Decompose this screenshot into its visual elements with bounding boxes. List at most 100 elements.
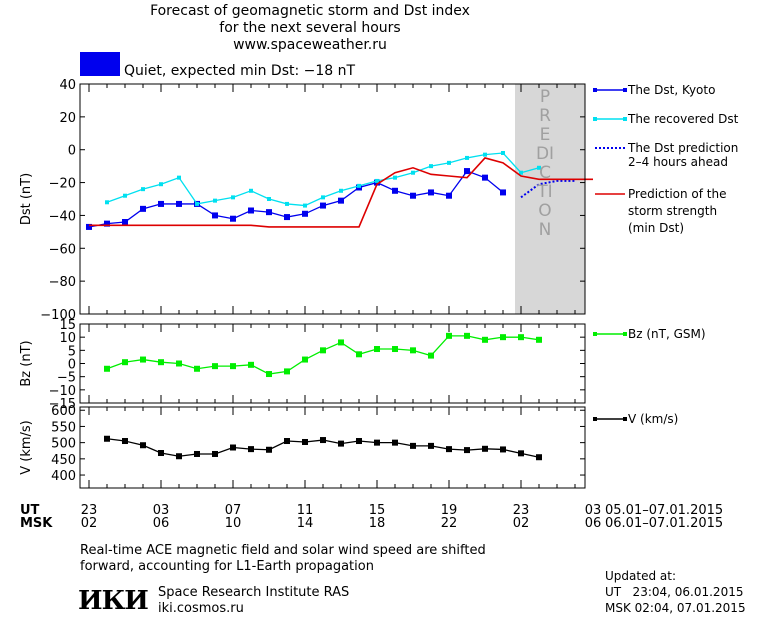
msk-tick-label: 18: [368, 516, 386, 531]
dst-series-0-point: [140, 205, 146, 212]
bz-series-0-point: [482, 336, 488, 343]
bz-series-0-point: [320, 347, 326, 354]
msk-tick-label: 06: [152, 516, 170, 531]
ut-tick-label: 03: [152, 503, 170, 518]
iki-logo: ИКИ: [78, 586, 149, 616]
dst-series-1-point: [177, 175, 181, 180]
bz-series-0-point: [464, 332, 470, 339]
site-url[interactable]: www.spaceweather.ru: [233, 37, 387, 53]
v-series-0-point: [248, 446, 254, 453]
dst-series-0-point: [464, 168, 470, 175]
dst-series-1-point: [465, 155, 469, 160]
chart-title: Forecast of geomagnetic storm and Dst in…: [150, 3, 470, 19]
bz-series-0-point: [140, 356, 146, 363]
legend-v-mark: [623, 417, 627, 421]
ut-tick-label: 23: [80, 503, 98, 518]
v-series-0-point: [176, 453, 182, 460]
dst-series-1-point: [339, 188, 343, 193]
dst-series-1-point: [141, 187, 145, 192]
bz-series-0-point: [302, 356, 308, 363]
dst-series-0-point: [392, 187, 398, 194]
v-ytick-label: 400: [51, 469, 76, 484]
institute-site[interactable]: iki.cosmos.ru: [158, 601, 244, 616]
footer-note-2: forward, accounting for L1-Earth propaga…: [80, 559, 374, 574]
chart-header: Forecast of geomagnetic storm and Dst in…: [120, 3, 500, 54]
v-series-0-point: [428, 442, 434, 449]
legend-v: V (km/s): [628, 412, 679, 426]
status-color-box: [80, 52, 120, 76]
bz-series-0-point: [500, 334, 506, 341]
dst-series-0-point: [230, 215, 236, 222]
msk-tick-label: 02: [512, 516, 530, 531]
bz-series-0-point: [410, 347, 416, 354]
msk-axis-label: MSK: [20, 516, 53, 531]
legend-bz-mark: [593, 332, 597, 336]
bz-series-0-point: [446, 332, 452, 339]
v-series-0-point: [140, 442, 146, 449]
ut-tick-label: 19: [440, 503, 458, 518]
dst-ylabel: Dst (nT): [19, 173, 34, 225]
prediction-band: [515, 84, 585, 314]
dst-series-1-point: [195, 201, 199, 206]
v-series-0-point: [194, 450, 200, 457]
legend-dst-kyoto-mark: [593, 88, 597, 92]
footer-note-1: Real-time ACE magnetic field and solar w…: [80, 543, 486, 558]
dst-series-1-point: [105, 200, 109, 205]
bz-ytick-label: 10: [59, 331, 76, 346]
bz-ylabel: Bz (nT): [19, 340, 34, 386]
bz-ytick-label: 15: [59, 318, 76, 333]
v-series-0-point: [212, 450, 218, 457]
dst-series-0-point: [446, 192, 452, 199]
bz-ytick-label: −15: [49, 397, 76, 412]
msk-tick-label: 02: [80, 516, 98, 531]
dst-series-0-point: [86, 223, 92, 230]
dst-series-3-line: [89, 157, 593, 228]
dst-series-0-point: [266, 209, 272, 216]
dst-ytick-label: −40: [49, 209, 76, 224]
v-series-0-point: [500, 446, 506, 453]
v-series-0-point: [356, 438, 362, 445]
bz-series-0-point: [248, 361, 254, 368]
dst-ytick-label: −80: [49, 275, 76, 290]
dst-ytick-label: 40: [59, 78, 76, 93]
dst-series-1-point: [231, 195, 235, 200]
v-series-0-point: [518, 450, 524, 457]
bz-frame: [79, 323, 586, 404]
v-series-0-point: [266, 446, 272, 453]
dst-series-1-point: [123, 193, 127, 198]
bz-series-0-point: [284, 368, 290, 375]
ut-tick-label: 03: [584, 503, 602, 518]
v-series-0-point: [392, 439, 398, 446]
dst-ytick-label: 0: [68, 144, 76, 159]
dst-panel: [86, 151, 593, 230]
v-series-0-point: [446, 446, 452, 453]
dst-series-1-point: [393, 175, 397, 180]
v-frame: [79, 406, 586, 489]
institute-name: Space Research Institute RAS: [158, 585, 350, 600]
prediction-label: PREDICTION: [535, 87, 555, 240]
bz-series-0-line: [106, 335, 540, 375]
ut-tick-label: 07: [224, 503, 242, 518]
msk-tick-label: 14: [296, 516, 314, 531]
dst-series-1-point: [375, 178, 379, 183]
legend-dst-kyoto: The Dst, Kyoto: [628, 83, 716, 97]
legend-bz-mark: [623, 332, 627, 336]
bz-series-0-point: [176, 360, 182, 367]
msk-date-range: 06.01–07.01.2015: [605, 516, 724, 531]
bz-series-0-point: [374, 346, 380, 353]
dst-series-0-point: [500, 189, 506, 196]
dst-series-0-point: [212, 212, 218, 219]
updated-label: Updated at:: [605, 569, 676, 583]
bz-series-0-point: [518, 334, 524, 341]
updated-ut: UT 23:04, 06.01.2015: [605, 585, 744, 599]
dst-series-0-point: [104, 220, 110, 227]
dst-series-0-point: [338, 197, 344, 204]
dst-series-2-line: [520, 179, 575, 199]
dst-series-1-point: [429, 164, 433, 169]
legend-dst-kyoto-mark: [623, 88, 627, 92]
bz-series-0-point: [266, 371, 272, 378]
ut-axis-label: UT: [20, 503, 40, 518]
legend-marks: [593, 88, 627, 421]
